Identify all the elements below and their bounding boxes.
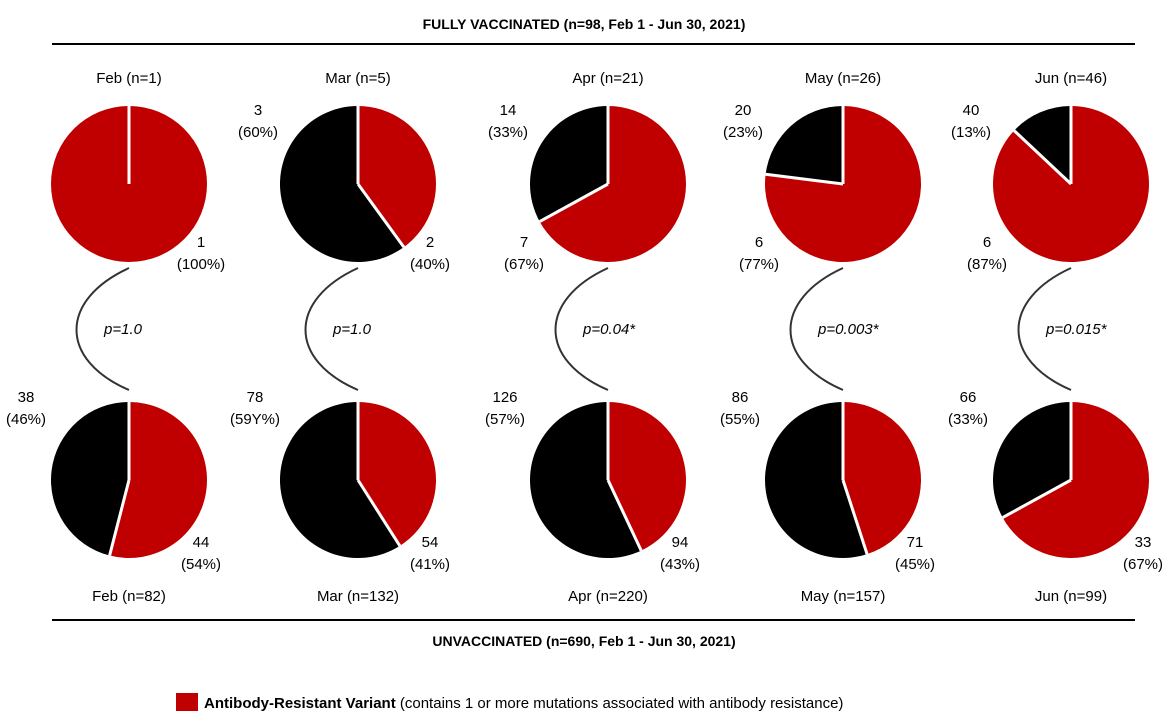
pie-slice bbox=[539, 106, 686, 262]
connector bbox=[554, 267, 609, 391]
pie-slice bbox=[530, 402, 642, 558]
data-label: 1 (100%) bbox=[176, 234, 226, 273]
legend: Antibody-Resistant Variant (contains 1 o… bbox=[176, 693, 843, 712]
data-label: 126 (57%) bbox=[484, 389, 526, 428]
data-label: 40 (13%) bbox=[950, 102, 992, 141]
slice-divider bbox=[606, 479, 643, 552]
pie-slice bbox=[530, 106, 608, 222]
pie-title: May (n=157) bbox=[800, 588, 886, 605]
pie-slice bbox=[51, 402, 129, 556]
pie-slice bbox=[1014, 106, 1071, 184]
data-label: 20 (23%) bbox=[722, 102, 764, 141]
data-label: 33 (67%) bbox=[1122, 534, 1164, 573]
data-label: 6 (77%) bbox=[738, 234, 780, 273]
connector bbox=[789, 267, 844, 391]
header-bottom: UNVACCINATED (n=690, Feb 1 - Jun 30, 202… bbox=[432, 633, 736, 649]
data-label: 3 (60%) bbox=[237, 102, 279, 141]
pie-slice bbox=[109, 402, 208, 558]
data-label: 14 (33%) bbox=[487, 102, 529, 141]
pie-slice bbox=[1002, 402, 1149, 558]
data-label: 44 (54%) bbox=[180, 534, 222, 573]
legend-note: (contains 1 or more mutations associated… bbox=[399, 695, 844, 712]
legend-name: Antibody-Resistant Variant bbox=[204, 695, 396, 712]
pie-title: Mar (n=5) bbox=[325, 70, 391, 87]
legend-swatch bbox=[176, 693, 198, 711]
pie-title: May (n=26) bbox=[804, 70, 882, 87]
data-label: 7 (67%) bbox=[503, 234, 545, 273]
slice-divider bbox=[356, 479, 402, 547]
p-value: p=0.003* bbox=[818, 321, 879, 338]
data-label: 71 (45%) bbox=[894, 534, 936, 573]
data-label: 38 (46%) bbox=[5, 389, 47, 428]
p-value: p=0.04* bbox=[583, 321, 636, 338]
connector bbox=[304, 267, 359, 391]
pie-slice bbox=[280, 402, 400, 558]
p-value: p=1.0 bbox=[104, 321, 142, 338]
data-label: 6 (87%) bbox=[966, 234, 1008, 273]
pie-slice bbox=[765, 106, 843, 184]
slice-divider bbox=[108, 479, 131, 556]
slice-divider bbox=[356, 183, 406, 248]
pie-title: Jun (n=46) bbox=[1034, 70, 1108, 87]
data-label: 2 (40%) bbox=[409, 234, 451, 273]
connector bbox=[75, 267, 130, 391]
pie-title: Feb (n=82) bbox=[92, 588, 166, 605]
pie-title: Mar (n=132) bbox=[316, 588, 400, 605]
slice-divider bbox=[1013, 129, 1073, 186]
data-label: 78 (59Y%) bbox=[229, 389, 281, 428]
p-value: p=0.015* bbox=[1046, 321, 1107, 338]
header-top: FULLY VACCINATED (n=98, Feb 1 - Jun 30, … bbox=[422, 16, 746, 32]
slice-divider bbox=[765, 172, 844, 186]
pie-title: Jun (n=99) bbox=[1034, 588, 1108, 605]
pie-slice bbox=[843, 402, 922, 555]
pie-title: Apr (n=21) bbox=[572, 70, 644, 87]
pie-slice bbox=[993, 106, 1149, 263]
pie-slice bbox=[608, 402, 686, 551]
pie-slice bbox=[992, 402, 1071, 518]
pie-title: Feb (n=1) bbox=[96, 70, 162, 87]
connector bbox=[1017, 267, 1072, 391]
data-label: 66 (33%) bbox=[947, 389, 989, 428]
slice-divider bbox=[1001, 478, 1072, 519]
pie-slice bbox=[280, 106, 404, 262]
pie-slice bbox=[358, 106, 436, 248]
data-label: 94 (43%) bbox=[659, 534, 701, 573]
slice-divider bbox=[841, 479, 869, 555]
data-label: 86 (55%) bbox=[719, 389, 761, 428]
slice-divider bbox=[538, 182, 609, 223]
p-value: p=1.0 bbox=[333, 321, 371, 338]
data-label: 54 (41%) bbox=[409, 534, 451, 573]
pie-title: Apr (n=220) bbox=[568, 588, 648, 605]
